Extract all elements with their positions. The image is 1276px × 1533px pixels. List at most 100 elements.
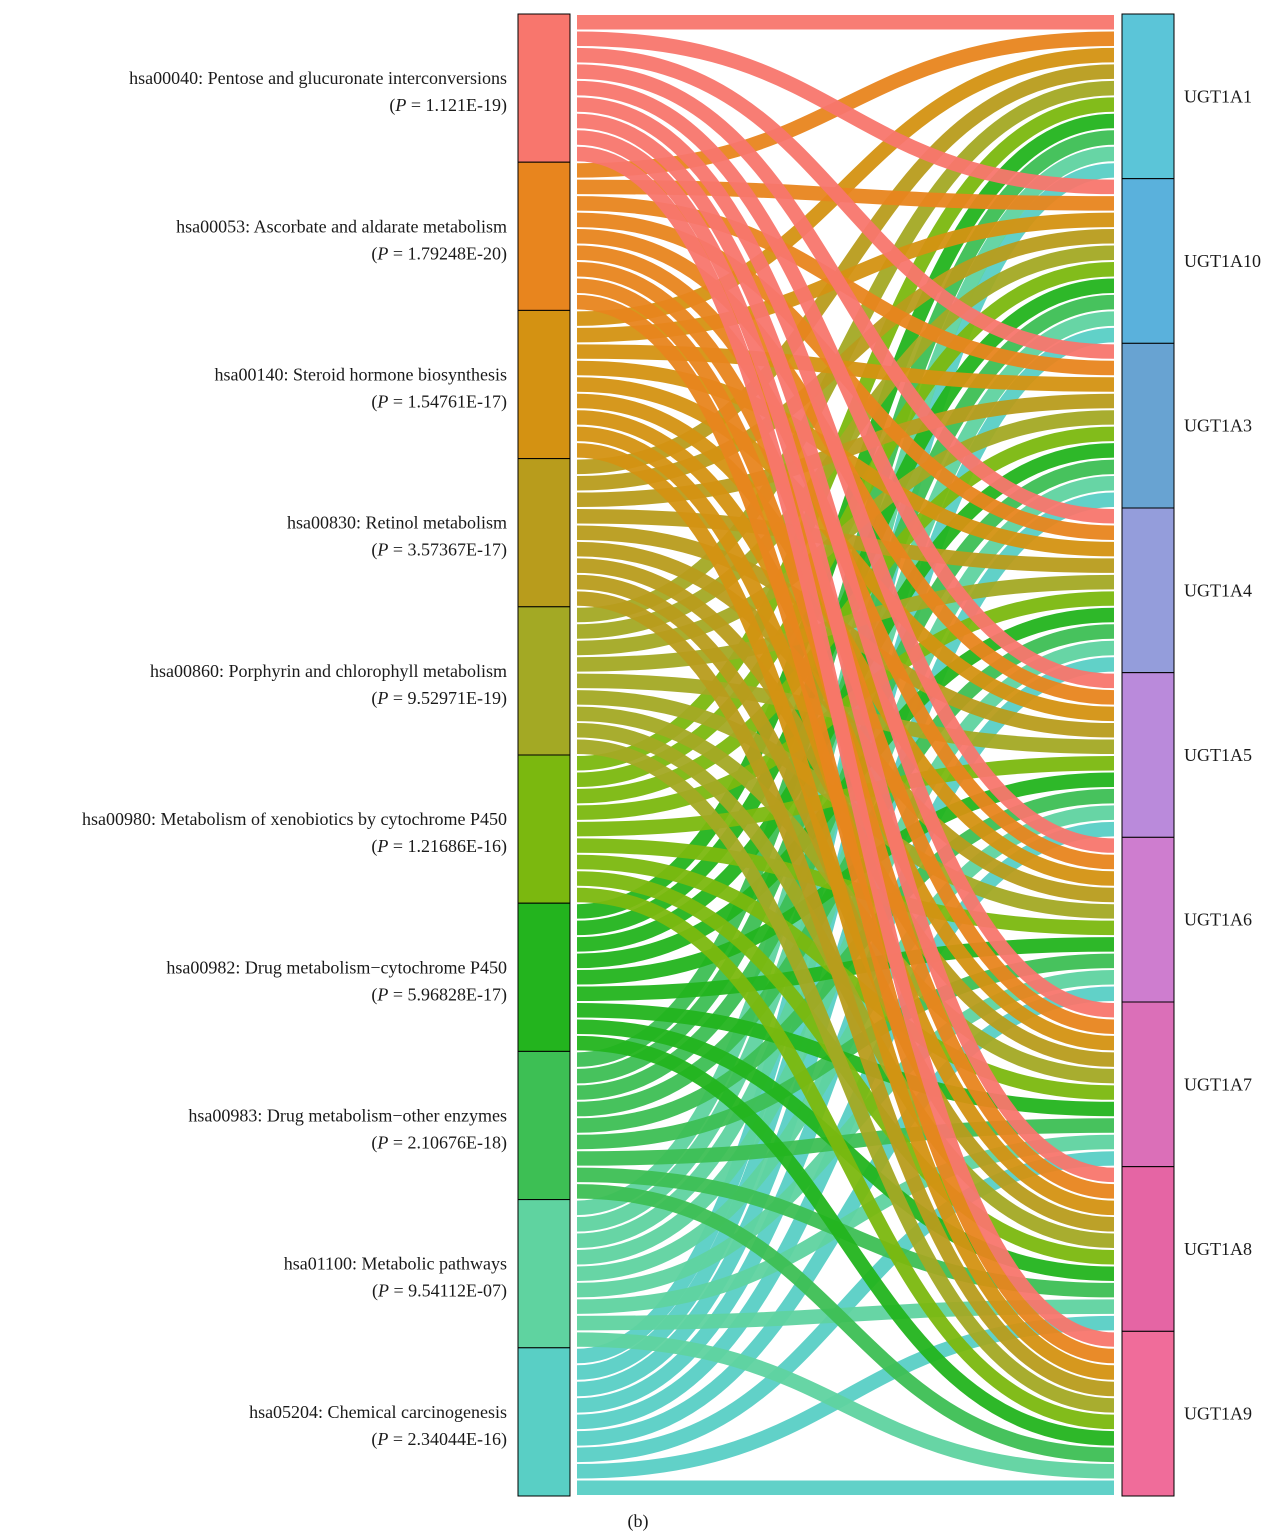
gene-label: UGT1A8 [1184, 1239, 1252, 1259]
pathway-pvalue: (P = 1.79248E-20) [371, 243, 507, 264]
pvalue-symbol: P [376, 688, 388, 708]
pathway-node [517, 309, 571, 460]
link-0-1 [576, 31, 1115, 195]
figure-caption: (b) [628, 1511, 649, 1532]
link-0-6 [576, 113, 1115, 1018]
pvalue-number: 5.96828E-17 [408, 984, 502, 1004]
link-0-8 [576, 146, 1115, 1347]
pvalue-symbol: P [376, 836, 388, 856]
gene-node [1121, 13, 1175, 180]
pathway-node [517, 754, 571, 904]
pvalue-close: ) [501, 1281, 507, 1302]
gene-node [1121, 1166, 1175, 1332]
pathway-node [517, 161, 571, 311]
pathway-label: hsa00983: Drug metabolism−other enzymes [188, 1106, 507, 1126]
gene-node [1121, 1001, 1175, 1168]
pvalue-open: ( [372, 1281, 378, 1302]
pathway-node [517, 1050, 571, 1201]
pathway-pvalue: (P = 2.34044E-16) [371, 1429, 507, 1450]
pvalue-close: ) [501, 984, 507, 1005]
link-layer [576, 14, 1115, 1496]
pvalue-equals: = [388, 688, 407, 708]
link-8-5 [576, 970, 1115, 1298]
link-1-8 [576, 294, 1115, 1364]
link-0-2 [576, 47, 1115, 359]
gene-node [1121, 507, 1175, 674]
pvalue-number: 2.34044E-16 [408, 1429, 502, 1449]
pathway-pvalue: (P = 5.96828E-17) [371, 984, 507, 1005]
pathway-node [517, 902, 571, 1052]
pathway-pvalue: (P = 1.21686E-16) [371, 836, 507, 857]
pathway-node [517, 1199, 571, 1349]
pvalue-open: ( [371, 392, 377, 413]
gene-label: UGT1A9 [1184, 1404, 1252, 1424]
gene-label: UGT1A7 [1184, 1074, 1252, 1094]
pvalue-open: ( [371, 1133, 377, 1154]
gene-label: UGT1A5 [1184, 745, 1252, 765]
link-5-8 [576, 887, 1115, 1430]
gene-label: UGT1A6 [1184, 910, 1252, 930]
pathway-label: hsa00053: Ascorbate and aldarate metabol… [176, 216, 507, 236]
gene-node-column [1121, 13, 1175, 1497]
link-7-4 [576, 788, 1115, 1133]
link-2-8 [576, 443, 1115, 1380]
pvalue-number: 9.54112E-07 [408, 1281, 501, 1301]
pvalue-symbol: P [376, 392, 388, 412]
gene-node [1121, 836, 1175, 1003]
pvalue-symbol: P [376, 984, 388, 1004]
pvalue-open: ( [371, 688, 377, 709]
pvalue-close: ) [501, 540, 507, 561]
pvalue-number: 9.52971E-19 [408, 688, 502, 708]
pvalue-equals: = [388, 1429, 407, 1449]
pathway-node [517, 1347, 571, 1497]
gene-label: UGT1A1 [1184, 86, 1252, 106]
pvalue-close: ) [501, 392, 507, 413]
pvalue-symbol: P [376, 540, 388, 560]
pathway-label: hsa05204: Chemical carcinogenesis [249, 1402, 507, 1422]
pvalue-open: ( [371, 1429, 377, 1450]
pvalue-equals: = [388, 984, 407, 1004]
gene-node [1121, 342, 1175, 509]
pvalue-open: ( [389, 95, 395, 116]
pathway-pvalue: (P = 9.54112E-07) [372, 1281, 507, 1302]
pvalue-number: 1.21686E-16 [408, 836, 502, 856]
pvalue-close: ) [501, 95, 507, 116]
link-0-5 [576, 97, 1115, 853]
pvalue-symbol: P [377, 1281, 389, 1301]
link-0-4 [576, 80, 1115, 689]
gene-label: UGT1A4 [1184, 580, 1252, 600]
pathway-node [517, 458, 571, 608]
link-8-8 [576, 1332, 1115, 1479]
pathway-label: hsa00980: Metabolism of xenobiotics by c… [82, 809, 507, 829]
pathway-pvalue: (P = 1.54761E-17) [371, 392, 507, 413]
pvalue-open: ( [371, 243, 377, 264]
pathway-pvalue: (P = 9.52971E-19) [371, 688, 507, 709]
pvalue-close: ) [501, 1133, 507, 1154]
pathway-label: hsa00140: Steroid hormone biosynthesis [215, 365, 507, 385]
pvalue-close: ) [501, 688, 507, 709]
pvalue-number: 1.54761E-17 [408, 392, 502, 412]
pvalue-number: 1.121E-19 [426, 95, 502, 115]
pathway-label: hsa00860: Porphyrin and chlorophyll meta… [150, 661, 507, 681]
pvalue-symbol: P [394, 95, 406, 115]
pvalue-close: ) [501, 1429, 507, 1450]
gene-node [1121, 1330, 1175, 1497]
pvalue-equals: = [388, 392, 407, 412]
pvalue-equals: = [406, 95, 425, 115]
pvalue-symbol: P [376, 1133, 388, 1153]
gene-node [1121, 178, 1175, 344]
link-5-3 [576, 591, 1115, 820]
pvalue-equals: = [388, 243, 407, 263]
pvalue-open: ( [371, 540, 377, 561]
pathway-label: hsa00982: Drug metabolism−cytochrome P45… [166, 957, 507, 977]
pathway-label: hsa01100: Metabolic pathways [284, 1254, 507, 1274]
pvalue-equals: = [389, 1281, 408, 1301]
link-7-8 [576, 1184, 1115, 1463]
pathway-node-column [517, 13, 571, 1497]
pvalue-number: 1.79248E-20 [408, 243, 502, 263]
pvalue-number: 2.10676E-18 [408, 1133, 502, 1153]
link-4-8 [576, 739, 1115, 1413]
pvalue-symbol: P [376, 243, 388, 263]
